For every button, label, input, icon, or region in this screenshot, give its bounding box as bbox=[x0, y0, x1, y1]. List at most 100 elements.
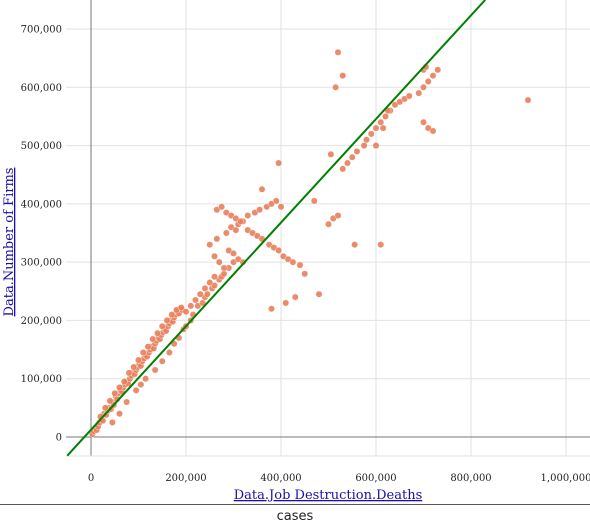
data-point[interactable] bbox=[291, 293, 299, 301]
data-point[interactable] bbox=[377, 118, 385, 126]
data-point[interactable] bbox=[332, 83, 340, 91]
trendline bbox=[66, 0, 486, 457]
data-point[interactable] bbox=[268, 305, 275, 313]
data-point[interactable] bbox=[130, 363, 138, 371]
data-point[interactable] bbox=[325, 220, 332, 228]
x-tick-label: 1,000,000 bbox=[541, 473, 590, 484]
data-point[interactable] bbox=[203, 290, 211, 298]
data-point[interactable] bbox=[213, 235, 221, 243]
data-point[interactable] bbox=[168, 311, 176, 318]
data-point[interactable] bbox=[256, 206, 264, 214]
data-point[interactable] bbox=[344, 159, 351, 167]
data-point[interactable] bbox=[106, 397, 114, 405]
data-point[interactable] bbox=[415, 89, 423, 97]
data-point[interactable] bbox=[222, 229, 230, 237]
data-point[interactable] bbox=[211, 273, 218, 281]
data-point[interactable] bbox=[339, 165, 347, 173]
data-point[interactable] bbox=[135, 356, 142, 364]
data-point[interactable] bbox=[348, 153, 356, 161]
data-point[interactable] bbox=[429, 72, 437, 80]
data-point[interactable] bbox=[379, 124, 387, 132]
data-point[interactable] bbox=[108, 419, 116, 426]
data-point[interactable] bbox=[353, 147, 361, 155]
data-point[interactable] bbox=[144, 343, 152, 351]
data-point[interactable] bbox=[206, 241, 214, 249]
data-point[interactable] bbox=[215, 258, 223, 266]
data-point[interactable] bbox=[123, 398, 131, 406]
data-point[interactable] bbox=[315, 290, 323, 298]
data-point[interactable] bbox=[237, 217, 245, 225]
data-point[interactable] bbox=[201, 284, 209, 292]
data-point[interactable] bbox=[310, 197, 318, 205]
data-point[interactable] bbox=[382, 113, 389, 120]
data-point[interactable] bbox=[351, 241, 359, 249]
data-point[interactable] bbox=[420, 118, 427, 126]
data-point[interactable] bbox=[154, 329, 161, 337]
data-point[interactable] bbox=[158, 322, 166, 330]
data-point[interactable] bbox=[258, 185, 266, 193]
data-point[interactable] bbox=[377, 241, 385, 249]
data-point[interactable] bbox=[187, 302, 195, 310]
data-point[interactable] bbox=[232, 226, 240, 234]
data-point[interactable] bbox=[182, 308, 190, 316]
data-point[interactable] bbox=[429, 127, 437, 135]
y-tick-label: 600,000 bbox=[21, 83, 62, 94]
x-axis-title[interactable]: Data.Job Destruction.Deaths bbox=[234, 488, 423, 503]
x-tick-label: 0 bbox=[88, 473, 94, 484]
data-point[interactable] bbox=[196, 290, 204, 298]
data-point[interactable] bbox=[211, 252, 218, 260]
data-point[interactable] bbox=[339, 72, 347, 80]
data-point[interactable] bbox=[120, 378, 128, 386]
data-point[interactable] bbox=[372, 124, 380, 132]
data-point[interactable] bbox=[334, 48, 342, 56]
data-point[interactable] bbox=[142, 375, 150, 383]
grid-lines bbox=[66, 0, 590, 456]
y-axis-title[interactable]: Data.Number of Firms bbox=[2, 168, 17, 317]
data-point[interactable] bbox=[151, 366, 159, 374]
data-point[interactable] bbox=[132, 386, 140, 394]
data-point[interactable] bbox=[360, 142, 368, 149]
data-point[interactable] bbox=[125, 369, 133, 377]
data-point[interactable] bbox=[206, 279, 214, 286]
data-point[interactable] bbox=[177, 304, 185, 312]
data-point[interactable] bbox=[163, 317, 171, 324]
data-point[interactable] bbox=[524, 96, 532, 104]
data-point[interactable] bbox=[296, 261, 304, 269]
data-point[interactable] bbox=[372, 142, 380, 149]
data-point[interactable] bbox=[139, 349, 147, 356]
data-point[interactable] bbox=[275, 159, 283, 167]
data-point[interactable] bbox=[424, 78, 432, 85]
data-point[interactable] bbox=[218, 203, 226, 211]
data-point[interactable] bbox=[165, 349, 173, 356]
data-point[interactable] bbox=[192, 296, 199, 304]
data-point[interactable] bbox=[220, 264, 228, 272]
data-point[interactable] bbox=[405, 92, 413, 100]
data-point[interactable] bbox=[367, 130, 375, 138]
data-point[interactable] bbox=[282, 299, 290, 307]
data-point[interactable] bbox=[101, 404, 109, 412]
data-point[interactable] bbox=[158, 357, 166, 365]
data-point[interactable] bbox=[275, 247, 283, 254]
x-tick-labels: 0 200,000 400,000 600,000 800,000 1,000,000 bbox=[88, 473, 590, 484]
data-point[interactable] bbox=[111, 389, 119, 397]
data-point[interactable] bbox=[334, 212, 342, 219]
data-point[interactable] bbox=[149, 335, 157, 343]
data-point[interactable] bbox=[116, 410, 123, 418]
data-point[interactable] bbox=[277, 203, 285, 211]
data-point[interactable] bbox=[363, 136, 370, 144]
data-point[interactable] bbox=[199, 299, 207, 307]
data-point[interactable] bbox=[116, 384, 123, 391]
data-point[interactable] bbox=[230, 249, 237, 257]
data-point[interactable] bbox=[289, 258, 297, 266]
data-point[interactable] bbox=[327, 150, 335, 158]
data-point[interactable] bbox=[434, 66, 442, 74]
y-tick-label: 300,000 bbox=[21, 258, 62, 269]
data-point[interactable] bbox=[220, 270, 228, 278]
data-point[interactable] bbox=[272, 197, 280, 205]
data-point[interactable] bbox=[244, 212, 252, 219]
data-point[interactable] bbox=[301, 270, 309, 278]
x-tick-label: 400,000 bbox=[260, 473, 301, 484]
data-point[interactable] bbox=[137, 381, 145, 388]
y-tick-labels: 0 100,000 200,000 300,000 400,000 500,000 600,… bbox=[21, 25, 62, 444]
data-point[interactable] bbox=[420, 83, 427, 91]
